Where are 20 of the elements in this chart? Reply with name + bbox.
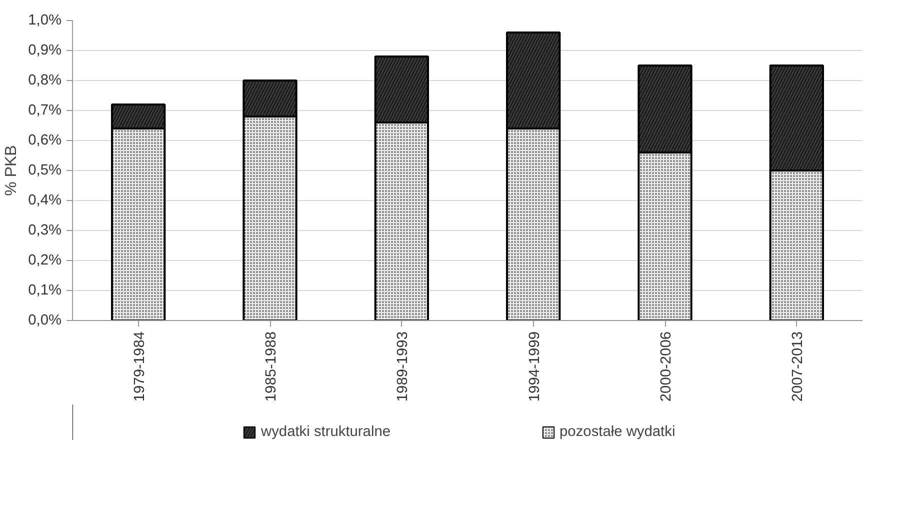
y-tick-label: 0,6% [28, 132, 62, 148]
y-tick-label: 0,2% [28, 252, 62, 268]
legend-label: wydatki strukturalne [261, 424, 391, 440]
x-tick-label: 2007-2013 [790, 331, 806, 402]
y-axis-title: % PKB [3, 145, 20, 196]
y-tick-label: 0,3% [28, 222, 62, 238]
y-tick-label: 1,0% [28, 12, 62, 28]
y-tick-label: 0,8% [28, 72, 62, 88]
legend-label: pozostałe wydatki [560, 424, 676, 440]
x-tick-label: 1989-1993 [395, 331, 412, 402]
x-tick-label: 1985-1988 [264, 331, 280, 402]
y-tick-label: 0,0% [28, 312, 62, 328]
y-tick-label: 0,9% [28, 42, 62, 58]
x-tick-label: 1994-1999 [526, 331, 543, 402]
y-tick-label: 0,7% [28, 102, 62, 118]
x-tick-label: 1979-1984 [132, 331, 148, 402]
y-tick-label: 0,4% [28, 192, 62, 208]
y-tick-label: 0,1% [28, 282, 62, 298]
x-tick-label: 2000-2006 [658, 331, 674, 402]
y-tick-label: 0,5% [28, 162, 62, 178]
